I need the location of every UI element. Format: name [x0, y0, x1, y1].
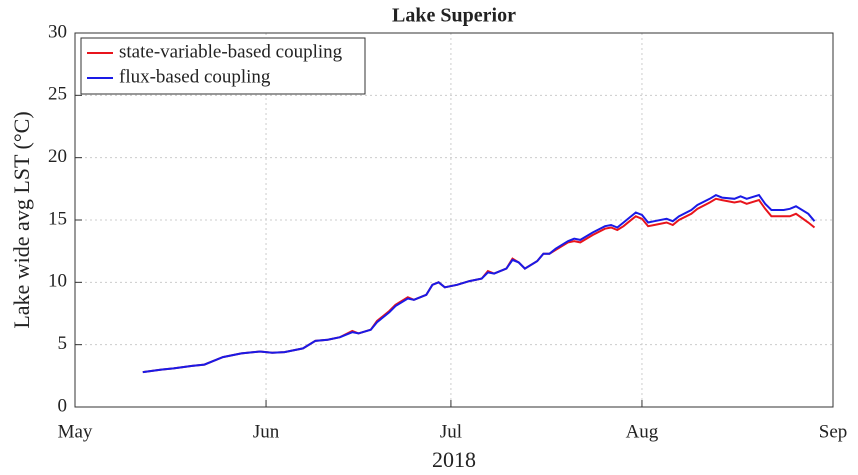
y-tick-label: 5	[58, 333, 68, 354]
x-tick-label: May	[58, 421, 93, 442]
x-tick-label: Jun	[253, 421, 280, 442]
y-tick-label: 10	[48, 271, 67, 292]
y-axis-label: Lake wide avg LST (°C)	[9, 111, 34, 328]
series-line	[142, 193, 816, 374]
series-line	[142, 197, 816, 374]
x-tick-label: Jul	[440, 421, 462, 442]
legend-box	[80, 37, 366, 95]
x-tick-label: Sep	[819, 421, 848, 442]
y-tick-label: 15	[48, 208, 67, 229]
legend-label: flux-based coupling	[119, 66, 271, 87]
legend-label: state-variable-based coupling	[119, 41, 343, 62]
y-tick-label: 20	[48, 146, 67, 167]
y-tick-label: 30	[48, 21, 67, 42]
plot-frame	[74, 32, 834, 408]
x-tick-label: Aug	[626, 421, 659, 442]
x-axis-label: 2018	[432, 447, 476, 472]
y-tick-label: 25	[48, 84, 67, 105]
y-tick-label: 0	[58, 395, 68, 416]
chart-title: Lake Superior	[392, 5, 516, 27]
